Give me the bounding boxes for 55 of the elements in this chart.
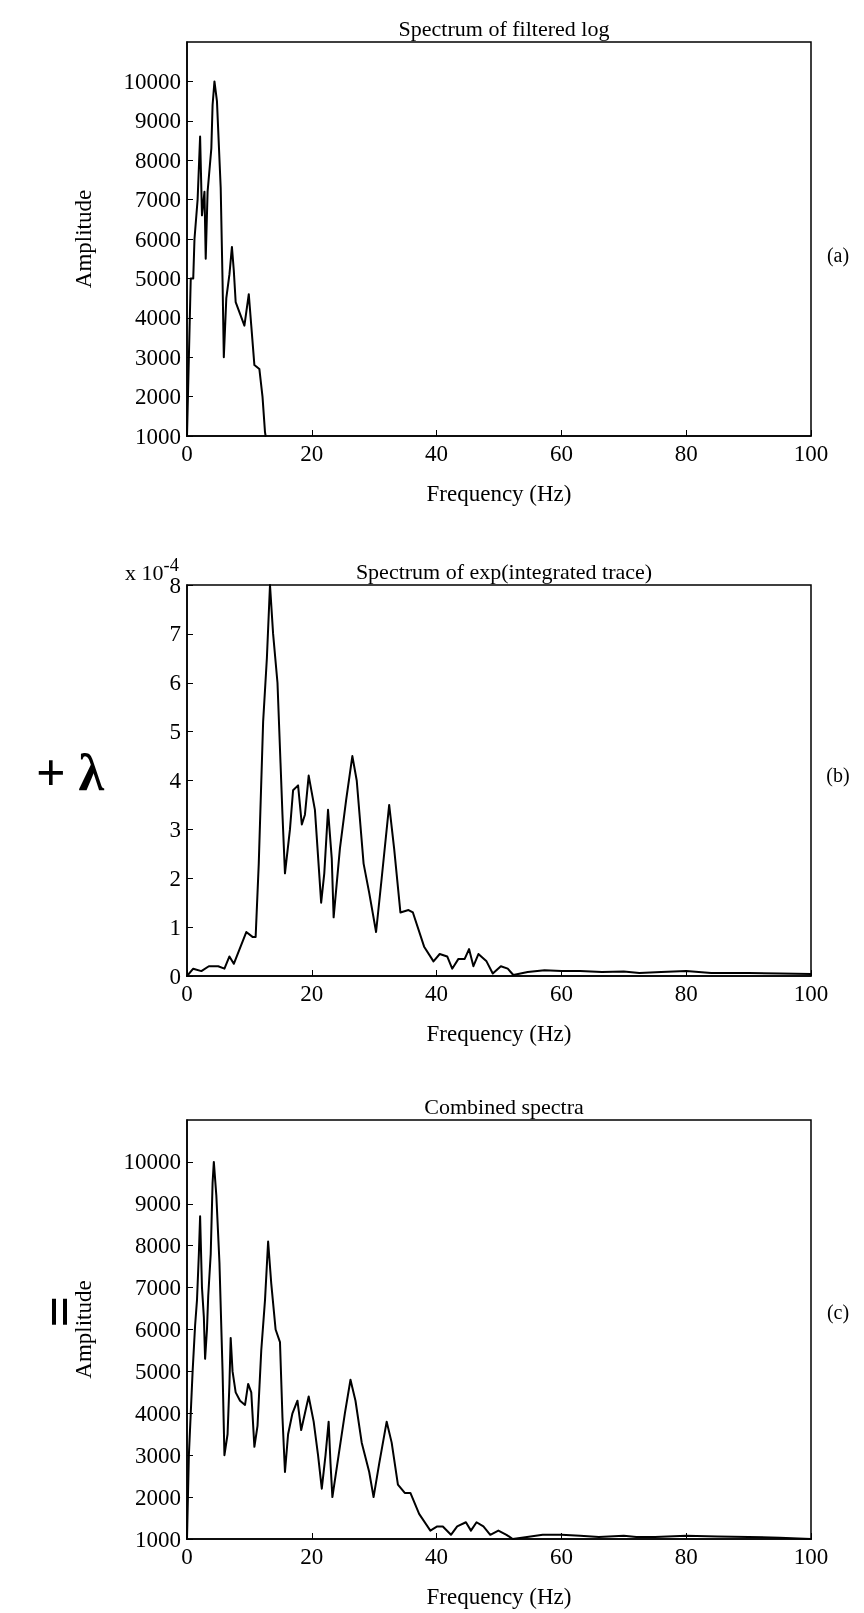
y-tick-label: 2000 <box>135 1484 181 1510</box>
y-tick-label: 4000 <box>135 305 181 331</box>
y-tick-label: 3000 <box>135 344 181 370</box>
x-tick-label: 80 <box>674 981 698 1006</box>
x-tick-label: 100 <box>793 1544 829 1569</box>
y-tick-label: 6000 <box>135 1317 181 1342</box>
y-tick-label: 8000 <box>135 1233 181 1259</box>
chart-title: Spectrum of filtered log <box>398 15 610 41</box>
text: (b) <box>826 764 850 786</box>
y-tick-label: 0 <box>169 963 181 989</box>
y-tick-label: 7000 <box>135 187 181 213</box>
y-axis-title: Amplitude <box>71 189 96 289</box>
y-tick-label: 2 <box>169 865 181 891</box>
y-tick-label: 10000 <box>123 1149 181 1175</box>
y-tick-label: 10000 <box>123 68 181 94</box>
y-axis-title: Amplitude <box>71 1280 96 1379</box>
text: + λ <box>35 744 105 801</box>
x-tick-label: 60 <box>549 1544 573 1569</box>
chart-title: Combined spectra <box>424 1093 584 1119</box>
y-tick-label: 3000 <box>135 1442 181 1468</box>
y-tick-label: 1 <box>169 914 181 940</box>
text: (c) <box>826 1301 850 1323</box>
x-axis-title: Frequency (Hz) <box>426 481 572 506</box>
y-tick-label: 9000 <box>135 1191 181 1217</box>
x-tick-label: 20 <box>300 981 324 1006</box>
x-axis-title: Frequency (Hz) <box>426 1021 572 1046</box>
x-axis-title: Frequency (Hz) <box>426 1584 572 1609</box>
y-tick-label: 2000 <box>135 384 181 410</box>
y-tick-label: 7 <box>169 621 181 647</box>
y-tick-label: 5 <box>169 719 181 745</box>
text: (a) <box>826 244 850 266</box>
x-tick-label: 60 <box>549 441 573 466</box>
x-tick-label: 40 <box>425 1544 449 1569</box>
y-tick-label: 7000 <box>135 1275 181 1301</box>
chart-title: Spectrum of exp(integrated trace) <box>355 558 653 584</box>
y-tick-label: 4 <box>169 768 182 793</box>
x-tick-label: 40 <box>425 441 449 466</box>
x-tick-label: 40 <box>425 981 449 1006</box>
y-tick-label: 6000 <box>135 226 181 252</box>
x-tick-label: 100 <box>793 441 829 466</box>
x-tick-label: 100 <box>793 981 829 1006</box>
y-tick-label: 5000 <box>135 1358 181 1384</box>
x-tick-label: 60 <box>549 981 573 1006</box>
y-tick-label: 9000 <box>135 108 181 134</box>
y-tick-label: 1000 <box>135 423 181 449</box>
y-tick-label: 6 <box>169 670 181 696</box>
x-tick-label: 20 <box>300 1544 324 1569</box>
y-tick-label: 1000 <box>135 1526 181 1552</box>
y-tick-label: 5000 <box>135 265 181 291</box>
x-tick-label: 80 <box>674 441 698 466</box>
y-tick-label: 4000 <box>135 1400 181 1426</box>
y-tick-label: 3 <box>169 816 181 842</box>
x-tick-label: 80 <box>674 1544 698 1569</box>
x-tick-label: 20 <box>300 441 324 466</box>
y-tick-label: 8000 <box>135 147 181 173</box>
